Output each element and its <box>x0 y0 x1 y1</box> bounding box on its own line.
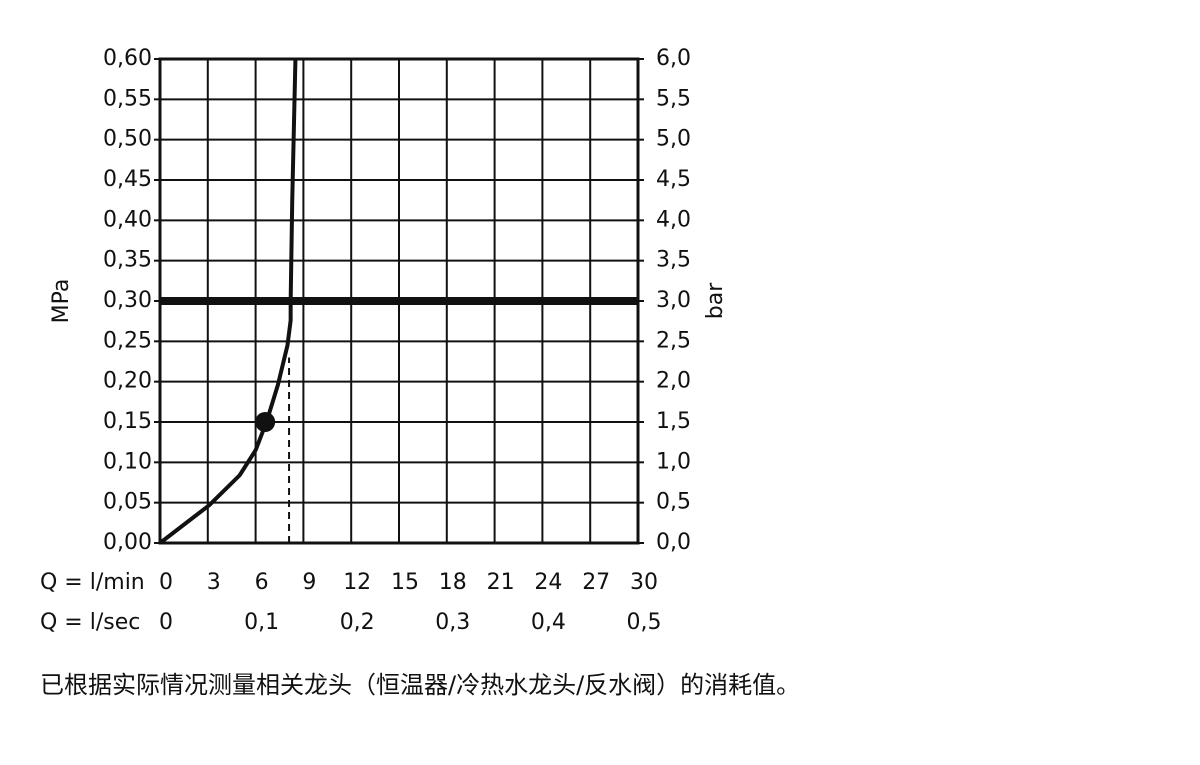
y-tick-label: 0,05 <box>103 490 152 515</box>
y2-tick-label: 2,5 <box>656 328 691 353</box>
y-tick-label: 0,40 <box>103 207 152 232</box>
y2-tick-label: 2,0 <box>656 369 691 394</box>
y2-tick-label: 0,5 <box>656 490 691 515</box>
x-tick-label: 18 <box>439 570 467 595</box>
x-tick-label: 9 <box>302 570 316 595</box>
y2-tick-label: 5,0 <box>656 127 691 152</box>
y2-tick-label: 3,5 <box>656 248 691 273</box>
x-tick-label: 30 <box>630 570 658 595</box>
y2-tick-label: 1,5 <box>656 409 691 434</box>
x2-tick-label: 0,3 <box>435 610 470 635</box>
y2-tick-label: 0,0 <box>656 530 691 555</box>
y2-tick-label: 5,5 <box>656 86 691 111</box>
x-tick-label: 27 <box>582 570 610 595</box>
x-tick-label: 0 <box>159 570 173 595</box>
x-tick-label: 21 <box>487 570 515 595</box>
y2-tick-label: 3,0 <box>656 288 691 313</box>
y-tick-label: 0,35 <box>103 248 152 273</box>
y-tick-label: 0,20 <box>103 369 152 394</box>
y-axis-label: MPa <box>49 279 74 324</box>
x2-tick-label: 0,5 <box>627 610 662 635</box>
x-tick-label: 6 <box>255 570 269 595</box>
caption: 已根据实际情况测量相关龙头（恒温器/冷热水龙头/反水阀）的消耗值。 <box>40 671 800 699</box>
y-tick-label: 0,45 <box>103 167 152 192</box>
x2-tick-label: 0,1 <box>244 610 279 635</box>
y2-tick-label: 4,5 <box>656 167 691 192</box>
x-tick-label: 24 <box>534 570 562 595</box>
y2-axis-label: bar <box>703 282 728 319</box>
y-tick-label: 0,00 <box>103 530 152 555</box>
x2-tick-label: 0 <box>159 610 173 635</box>
x-tick-label: 12 <box>343 570 371 595</box>
y-tick-label: 0,60 <box>103 46 152 71</box>
y-tick-label: 0,55 <box>103 86 152 111</box>
y-tick-label: 0,25 <box>103 328 152 353</box>
y2-tick-label: 4,0 <box>656 207 691 232</box>
y-tick-label: 0,10 <box>103 449 152 474</box>
y-tick-label: 0,30 <box>103 288 152 313</box>
flow-curve <box>158 58 298 545</box>
x-tick-label: 15 <box>391 570 419 595</box>
y2-tick-label: 1,0 <box>656 449 691 474</box>
x2-tick-label: 0,4 <box>531 610 566 635</box>
x2-axis-label: Q = l/sec <box>40 610 140 635</box>
x-tick-label: 3 <box>207 570 221 595</box>
x2-tick-label: 0,2 <box>340 610 375 635</box>
y2-tick-label: 6,0 <box>656 46 691 71</box>
y-tick-label: 0,50 <box>103 127 152 152</box>
y-tick-label: 0,15 <box>103 409 152 434</box>
x-axis-label: Q = l/min <box>40 570 145 595</box>
operating-point <box>255 412 276 432</box>
